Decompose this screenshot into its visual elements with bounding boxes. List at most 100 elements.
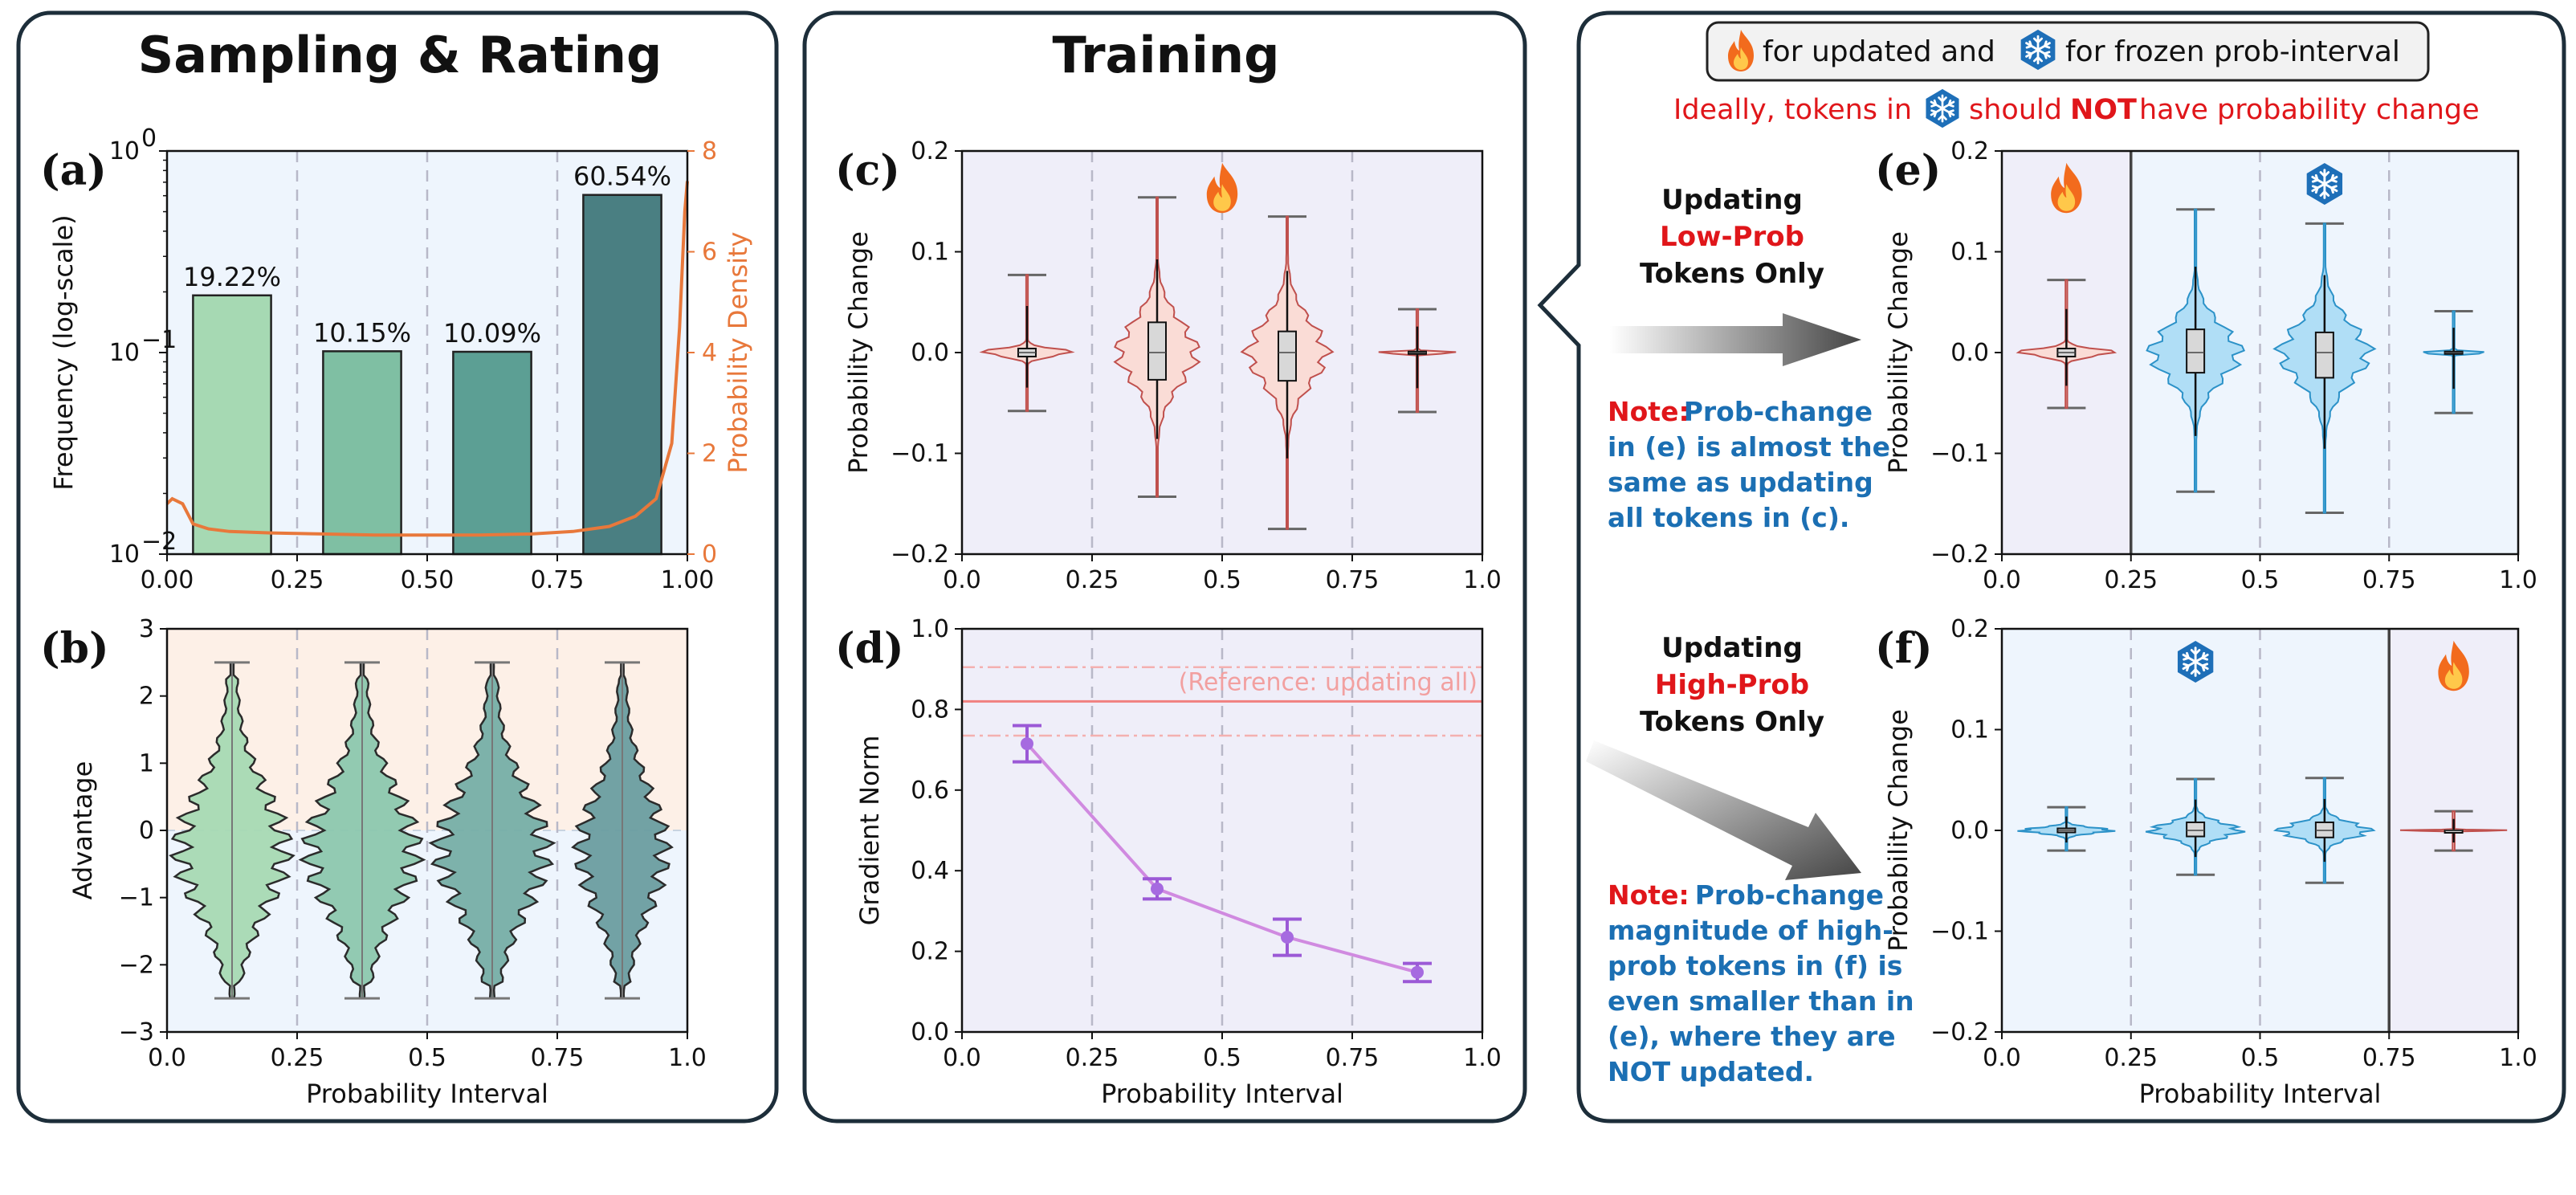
- density-line: [165, 181, 689, 537]
- data-point: [1151, 882, 1164, 895]
- y-tick-exponent: 0: [141, 124, 157, 153]
- ideal-not: NOT: [2070, 94, 2137, 126]
- y-tick-label: 0.4: [911, 857, 949, 885]
- x-tick-label: 0.5: [2241, 566, 2280, 594]
- legend-frozen-text: for frozen prob-interval: [2065, 35, 2400, 68]
- y-tick-label: 3: [139, 615, 154, 643]
- x-tick-label: 0.75: [2362, 1044, 2416, 1072]
- y-tick-label: 0.8: [911, 695, 949, 724]
- y-tick-label: 0.0: [911, 339, 949, 367]
- x-tick-label: 0.25: [1066, 1044, 1119, 1072]
- box: [2186, 821, 2206, 838]
- x-tick-label: 0.5: [408, 1044, 446, 1072]
- note-f-line4: (e), where they are: [1608, 1021, 1896, 1052]
- note-f: Note: Prob-change magnitude of high- pro…: [1608, 879, 1914, 1087]
- arrow-e: [1610, 313, 1861, 366]
- x-tick-label: 0.5: [2241, 1044, 2280, 1072]
- y-axis-label: Advantage: [67, 761, 98, 900]
- y-tick-label: −0.1: [1930, 918, 1989, 946]
- x-tick-label: 0.25: [2104, 1044, 2158, 1072]
- x-tick-label: 0.50: [401, 566, 454, 594]
- ideal-mid: should: [1969, 94, 2062, 126]
- box: [2186, 328, 2206, 374]
- panel-title-training: Training: [1052, 26, 1279, 84]
- arrow-f: [1586, 740, 1861, 880]
- x-tick-label: 1.0: [2499, 566, 2537, 594]
- x-tick-label: 1.0: [668, 1044, 707, 1072]
- y-tick-label: 0.6: [911, 777, 949, 805]
- x-axis-label: Probability Interval: [1101, 1079, 1343, 1109]
- legend-box: for updated and for frozen prob-interval: [1706, 21, 2430, 82]
- x-tick-label: 0.25: [2104, 566, 2158, 594]
- x-tick-label: 0.25: [1066, 566, 1119, 594]
- bar: [582, 194, 662, 556]
- x-tick-label: 0.75: [531, 1044, 585, 1072]
- y-tick-label: 10: [109, 540, 140, 569]
- note-e-line2: same as updating: [1608, 467, 1873, 498]
- x-tick-label: 1.0: [1463, 1044, 1502, 1072]
- y-tick-label: 10: [109, 137, 140, 165]
- note-e: Note: Prob-change in (e) is almost the s…: [1608, 396, 1890, 533]
- note-e-label: Note:: [1608, 396, 1689, 427]
- x-tick-label: 0.25: [271, 566, 324, 594]
- y2-tick-label: 4: [702, 339, 717, 367]
- y-tick-label: 0.2: [911, 137, 949, 165]
- note-f-line0: Prob-change: [1695, 879, 1884, 911]
- x-tick-label: 0.5: [1203, 566, 1241, 594]
- y-tick-label: 0.2: [911, 938, 949, 966]
- y-tick-exponent: −2: [141, 528, 177, 556]
- side-e-line3: Tokens Only: [1640, 258, 1824, 290]
- ideal-note: Ideally, tokens in should NOT have proba…: [1673, 88, 2480, 128]
- panel-label: (c): [835, 146, 900, 195]
- y-tick-label: −0.2: [891, 540, 949, 569]
- y2-tick-label: 0: [702, 540, 717, 569]
- y-tick-label: 0.2: [1950, 137, 1989, 165]
- y-axis-label: Probability Change: [1883, 231, 1914, 474]
- y-tick-label: −2: [119, 951, 154, 979]
- bar: [192, 294, 272, 556]
- y-tick-label: 0.0: [1950, 817, 1989, 845]
- data-point: [1411, 965, 1424, 979]
- y-tick-label: 0.0: [1950, 339, 1989, 367]
- panel-title-sampling: Sampling & Rating: [138, 26, 662, 84]
- note-e-line0: Prob-change: [1684, 396, 1873, 427]
- y-tick-label: −0.1: [1930, 440, 1989, 468]
- y-tick-label: 0.1: [1950, 716, 1989, 744]
- y-tick-label: −1: [119, 884, 154, 912]
- data-point: [1021, 737, 1033, 751]
- box: [1278, 330, 1297, 382]
- y-axis-label: Probability Change: [1883, 709, 1914, 952]
- box: [2314, 331, 2334, 379]
- legend-updated-text: for updated and: [1763, 35, 1995, 68]
- note-f-label: Note:: [1608, 879, 1689, 911]
- note-f-line1: magnitude of high-: [1608, 915, 1893, 946]
- side-label-f: Updating High-Prob Tokens Only: [1586, 632, 1861, 880]
- x-tick-label: 0.25: [271, 1044, 324, 1072]
- x-tick-label: 0.00: [141, 566, 194, 594]
- x-tick-label: 0.0: [943, 1044, 981, 1072]
- data-point: [1281, 931, 1294, 944]
- gradient-norm-line: [1025, 742, 1418, 974]
- chart-b: 0.0 0.25 0.5 0.75 1.0 Probability Interval Adv…: [40, 615, 707, 1109]
- chart-a: 19.22% 10.15% 10.09% 60.54% 0.00 0.25 0.50 0.75…: [40, 124, 753, 594]
- y2-tick-label: 6: [702, 239, 717, 267]
- bar-data-label: 19.22%: [183, 262, 281, 292]
- y-axis-label: Probability Change: [843, 231, 874, 474]
- side-f-line1: Updating: [1661, 632, 1803, 664]
- panel-label: (e): [1875, 146, 1941, 195]
- y-tick-label: 0: [139, 817, 154, 845]
- x-tick-label: 0.5: [1203, 1044, 1241, 1072]
- note-f-line2: prob tokens in (f) is: [1608, 950, 1902, 981]
- panel-label: (d): [835, 624, 904, 673]
- side-f-line3: Tokens Only: [1640, 706, 1824, 738]
- bar-data-label: 60.54%: [573, 161, 671, 192]
- panel-label: (f): [1875, 624, 1933, 673]
- y-tick-label: −0.2: [1930, 540, 1989, 569]
- ideal-prefix: Ideally, tokens in: [1673, 94, 1912, 126]
- y-tick-label: 1.0: [911, 615, 949, 643]
- note-f-line5: NOT updated.: [1608, 1056, 1814, 1087]
- y-tick-label: 0.1: [1950, 239, 1989, 267]
- y-tick-label: −0.1: [891, 440, 949, 468]
- bar-data-label: 10.15%: [313, 317, 411, 348]
